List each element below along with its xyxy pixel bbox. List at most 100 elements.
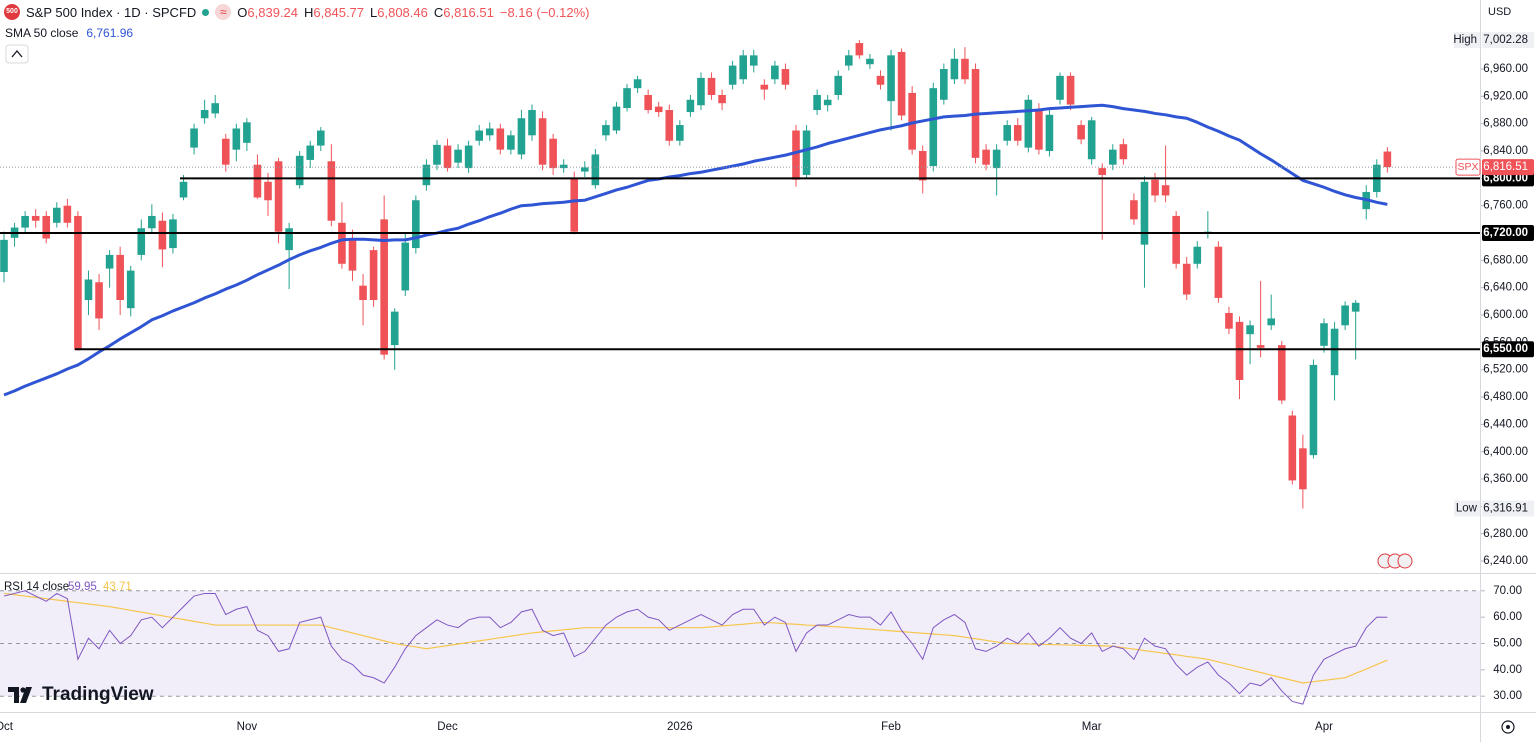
- logo-text: TradingView: [42, 684, 154, 705]
- ohlc-letter: O: [237, 4, 248, 20]
- candle-body: [802, 130, 811, 175]
- candle-body: [918, 151, 927, 181]
- candle-body: [158, 220, 167, 250]
- candle-body: [940, 69, 948, 100]
- ohlc-letter: H: [304, 4, 314, 20]
- candle-body: [728, 65, 737, 85]
- candle-body: [676, 125, 684, 141]
- candle-body: [63, 205, 72, 223]
- candle-body: [507, 135, 515, 150]
- candle-body: [137, 228, 146, 255]
- y-tick-label: 6,920.00: [1483, 90, 1528, 102]
- y-tick-label: 50.00: [1493, 638, 1522, 650]
- candle-body: [644, 94, 652, 111]
- candle-body: [274, 161, 283, 232]
- collapse-button[interactable]: [5, 44, 29, 64]
- candle-body: [517, 118, 526, 155]
- sma-line: [3, 103, 1388, 397]
- candle-body: [739, 55, 747, 80]
- logo-mark: [8, 687, 32, 703]
- candle-body: [21, 215, 29, 228]
- candle-body: [749, 55, 758, 66]
- extreme-badge-label: 6,316.91: [1483, 503, 1528, 515]
- symbol-tag: [1455, 158, 1481, 176]
- candle-body: [950, 58, 959, 80]
- candle-body: [148, 215, 156, 229]
- candle-body: [665, 110, 674, 141]
- rsi-value: 59.95: [68, 581, 97, 593]
- candle-body: [1024, 99, 1033, 148]
- candle-body: [359, 285, 367, 301]
- candle-body: [253, 164, 262, 198]
- last-price-badge: [1482, 159, 1534, 176]
- symbol-icon: ≈: [215, 4, 232, 20]
- candle-body: [1193, 246, 1202, 264]
- candle-body: [1098, 168, 1107, 175]
- candle-body: [412, 200, 420, 249]
- candle-body: [401, 242, 410, 291]
- candle-body: [591, 154, 600, 186]
- indicator-value: 6,761.96: [86, 26, 134, 40]
- candle-body: [528, 110, 536, 136]
- x-tick-label: 2026: [667, 721, 693, 733]
- candle-body: [95, 282, 103, 319]
- indicator-legend: SMA 50 close 6,761.96: [5, 26, 133, 40]
- candle-body: [42, 215, 51, 239]
- candle-body: [982, 149, 990, 165]
- y-tick-label: 40.00: [1493, 664, 1522, 676]
- candle-body: [1267, 318, 1275, 326]
- logo: TradingView: [8, 684, 154, 706]
- rsi-ma-value: 43.71: [103, 581, 132, 593]
- candle-body: [581, 167, 589, 172]
- event-flag[interactable]: [1397, 553, 1413, 569]
- candle-body: [126, 270, 135, 309]
- y-tick-label: 6,960.00: [1483, 63, 1528, 75]
- extreme-badge-label: 7,002.28: [1483, 34, 1528, 46]
- candle-body: [834, 75, 843, 95]
- candle-body: [792, 130, 800, 180]
- candle-body: [475, 130, 483, 141]
- candle-body: [348, 239, 357, 271]
- y-tick-label: 6,680.00: [1483, 254, 1528, 266]
- candle-body: [1277, 345, 1286, 401]
- y-tick-label: 60.00: [1493, 611, 1522, 623]
- candle-body: [623, 88, 631, 108]
- level-badge-label: 6,800.00: [1483, 172, 1528, 184]
- candle-body: [285, 228, 293, 251]
- candle-body: [1182, 263, 1191, 295]
- currency[interactable]: USD: [1488, 6, 1512, 18]
- candle-body: [908, 92, 916, 150]
- y-tick-label: 6,440.00: [1483, 418, 1528, 430]
- extreme-tag: [1454, 500, 1480, 517]
- indicator-name: SMA 50 close: [5, 26, 79, 40]
- y-tick-label: 70.00: [1493, 585, 1522, 597]
- event-flags: [1377, 553, 1413, 569]
- candle-body: [200, 110, 209, 119]
- candle-body: [74, 215, 82, 350]
- candle-body: [707, 77, 716, 95]
- candle-body: [1320, 323, 1328, 346]
- y-tick-label: 6,360.00: [1483, 473, 1528, 485]
- ohlc-letter: C: [433, 4, 444, 20]
- x-tick-label: Feb: [881, 721, 901, 733]
- candle-body: [1299, 448, 1307, 490]
- candle-body: [380, 219, 388, 355]
- y-tick-label: 6,880.00: [1483, 118, 1528, 130]
- extreme-tag-label: Low: [1456, 503, 1478, 515]
- candle-body: [1172, 215, 1180, 264]
- candle-body: [1246, 325, 1254, 335]
- candle-body: [390, 311, 399, 346]
- y-tick-label: 6,520.00: [1483, 364, 1528, 376]
- candle-body: [190, 128, 198, 148]
- candle-body: [31, 215, 40, 221]
- level-badge-label: 6,550.00: [1483, 343, 1528, 355]
- y-tick-label: 6,280.00: [1483, 528, 1528, 540]
- candle-body: [570, 178, 579, 232]
- candle-body: [485, 128, 494, 136]
- candle-body: [1225, 312, 1233, 329]
- settings-icon[interactable]: [1501, 720, 1515, 734]
- symbol-name: S&P 500 Index · 1D · SPCFD: [26, 4, 197, 20]
- level-badge: [1482, 341, 1534, 358]
